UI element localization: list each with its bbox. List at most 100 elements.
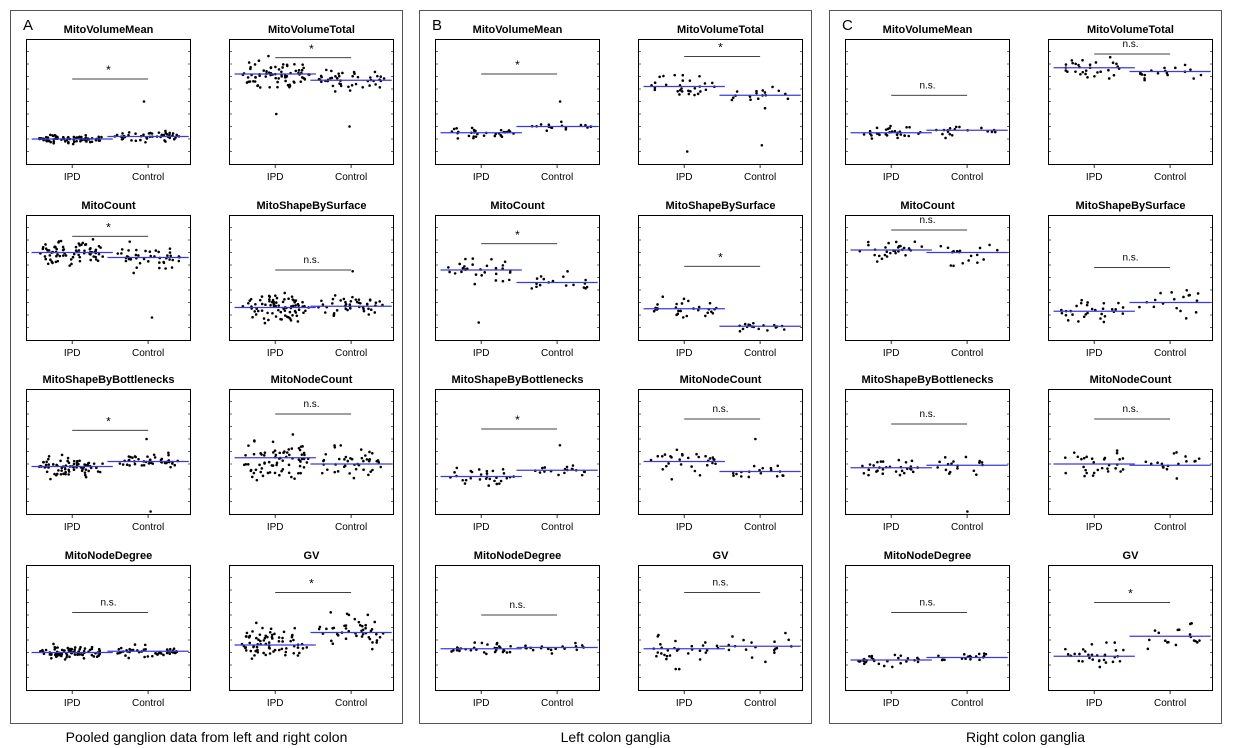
data-point bbox=[787, 638, 790, 642]
data-point bbox=[1114, 308, 1117, 311]
data-point bbox=[69, 258, 73, 261]
data-point bbox=[862, 133, 866, 136]
data-point bbox=[280, 75, 283, 78]
plot-mitoshapebybottlenecks: MitoShapeByBottlenecks IPD Control n.s. bbox=[845, 371, 1010, 536]
data-point bbox=[487, 484, 491, 487]
axes-frame bbox=[435, 565, 600, 691]
data-point bbox=[90, 653, 94, 657]
data-point bbox=[332, 312, 336, 315]
data-point bbox=[264, 75, 268, 78]
data-point bbox=[142, 463, 146, 467]
data-point bbox=[320, 80, 323, 84]
data-point bbox=[484, 477, 488, 480]
data-point bbox=[137, 457, 140, 461]
data-point bbox=[335, 309, 339, 312]
data-point bbox=[294, 304, 297, 307]
data-point bbox=[988, 243, 991, 247]
data-point bbox=[379, 465, 383, 469]
data-point bbox=[166, 254, 169, 257]
data-point bbox=[268, 630, 272, 634]
data-point bbox=[287, 297, 290, 301]
data-point bbox=[288, 85, 291, 89]
data-point bbox=[256, 650, 260, 654]
data-point bbox=[371, 641, 374, 644]
significance-label: * bbox=[718, 250, 723, 264]
data-point bbox=[373, 70, 377, 74]
data-point bbox=[904, 460, 908, 464]
data-point bbox=[501, 467, 505, 471]
data-point bbox=[370, 451, 374, 455]
significance-label: * bbox=[718, 41, 723, 55]
data-point bbox=[66, 456, 70, 460]
axes-frame bbox=[26, 389, 191, 515]
data-point bbox=[995, 248, 999, 252]
data-point bbox=[331, 297, 335, 301]
data-point bbox=[152, 453, 156, 457]
data-point bbox=[652, 309, 656, 313]
data-point bbox=[301, 647, 305, 650]
data-point bbox=[320, 299, 323, 303]
data-point bbox=[744, 648, 748, 651]
plot-gv: GV IPD Control n.s. bbox=[638, 547, 803, 712]
plot-svg: MitoNodeDegree IPD Control n.s. bbox=[845, 550, 1010, 709]
data-point bbox=[1185, 288, 1189, 292]
data-point bbox=[368, 450, 371, 454]
data-point bbox=[704, 88, 708, 92]
data-point bbox=[491, 469, 495, 473]
data-point bbox=[357, 301, 361, 305]
data-point bbox=[263, 636, 267, 640]
data-point bbox=[868, 463, 872, 466]
data-point bbox=[269, 627, 273, 631]
data-point bbox=[83, 473, 87, 477]
data-point bbox=[1084, 72, 1087, 76]
data-point bbox=[347, 85, 350, 89]
data-point bbox=[355, 634, 358, 638]
data-point bbox=[89, 258, 93, 262]
data-point bbox=[46, 249, 49, 252]
data-point bbox=[324, 68, 328, 72]
data-point bbox=[87, 469, 91, 473]
data-point bbox=[769, 468, 773, 472]
data-point bbox=[1166, 73, 1169, 77]
data-point bbox=[1081, 648, 1085, 651]
data-point bbox=[889, 124, 892, 128]
data-point bbox=[777, 89, 781, 93]
data-point bbox=[297, 69, 301, 72]
data-point bbox=[884, 246, 887, 249]
data-point bbox=[668, 654, 672, 657]
data-point bbox=[1121, 468, 1125, 471]
data-point bbox=[260, 467, 264, 470]
data-point bbox=[693, 93, 696, 97]
data-point bbox=[348, 472, 351, 475]
data-point bbox=[124, 654, 127, 657]
data-point bbox=[276, 80, 279, 84]
data-point bbox=[1146, 647, 1150, 651]
data-point bbox=[708, 457, 712, 460]
data-point bbox=[455, 466, 459, 470]
plot-mitovolumemean: MitoVolumeMean IPD Control n.s. bbox=[845, 21, 1010, 186]
data-point bbox=[693, 86, 697, 90]
plot-mitovolumemean: MitoVolumeMean IPD Control * bbox=[26, 21, 191, 186]
data-point bbox=[292, 638, 295, 642]
panel-caption: Pooled ganglion data from left and right… bbox=[65, 729, 348, 745]
data-point bbox=[675, 448, 679, 452]
x-tick-label: IPD bbox=[64, 698, 81, 709]
data-point bbox=[368, 84, 371, 87]
data-point bbox=[69, 649, 72, 653]
data-point bbox=[894, 240, 898, 244]
data-point bbox=[1102, 658, 1106, 662]
data-point bbox=[1106, 467, 1109, 470]
data-point bbox=[966, 510, 969, 513]
data-point bbox=[582, 286, 586, 289]
data-point bbox=[1072, 451, 1076, 454]
data-point bbox=[1077, 659, 1081, 663]
data-point bbox=[258, 463, 261, 467]
data-point bbox=[574, 641, 577, 645]
data-point bbox=[367, 459, 371, 463]
axes-frame bbox=[638, 215, 803, 341]
data-point bbox=[711, 311, 715, 315]
data-point bbox=[95, 466, 98, 470]
data-point bbox=[61, 245, 65, 249]
data-point bbox=[60, 453, 64, 457]
x-tick-label: IPD bbox=[473, 172, 490, 183]
